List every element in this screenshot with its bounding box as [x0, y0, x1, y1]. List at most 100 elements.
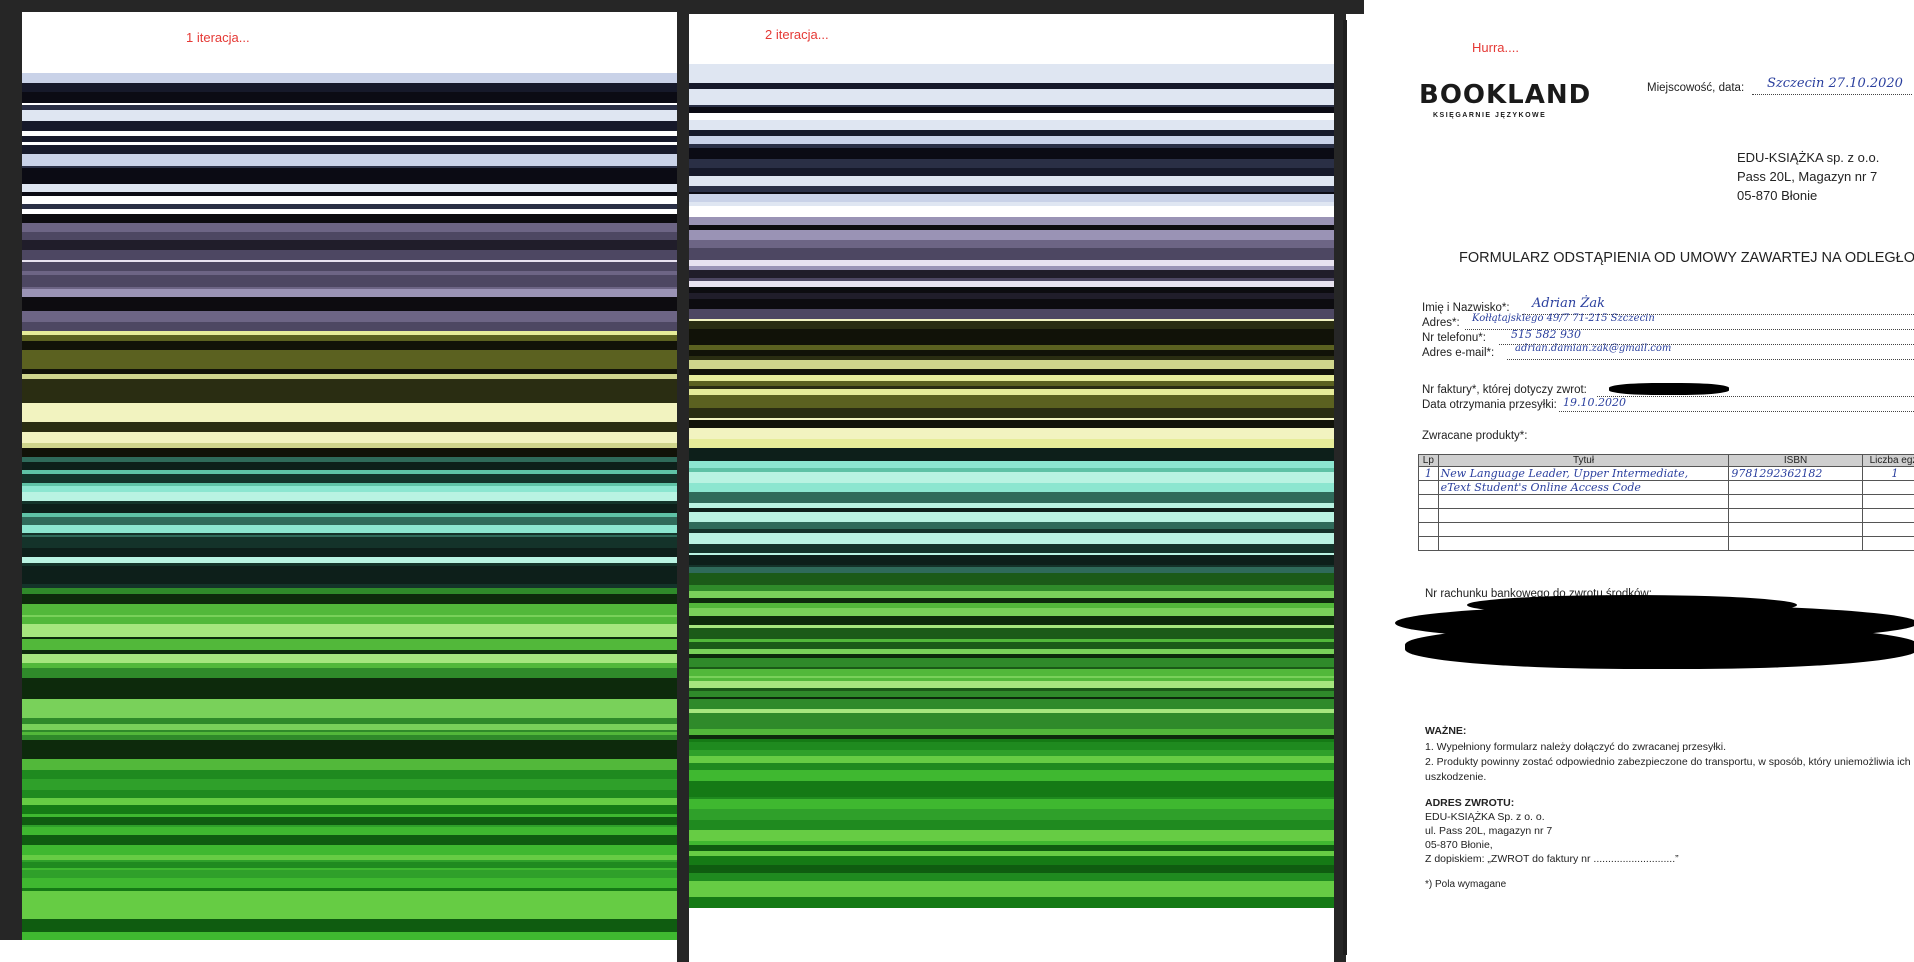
table-cell [1437, 494, 1730, 509]
table-row [1418, 494, 1914, 509]
glitch-stripe [22, 383, 677, 392]
glitch-stripe [689, 858, 1334, 865]
glitch-stripe [22, 142, 677, 145]
glitch-stripe [22, 350, 677, 359]
glitch-stripe [689, 654, 1334, 658]
glitch-stripe [689, 799, 1334, 809]
glitch-stripe [689, 739, 1334, 742]
glitch-stripe [22, 250, 677, 260]
glitch-stripe [22, 759, 677, 770]
invoice-label: Nr faktury*, której dotyczy zwrot: [1422, 384, 1587, 396]
glitch-stripe [22, 517, 677, 525]
glitch-stripe [689, 144, 1334, 148]
glitch-stripe [22, 732, 677, 735]
glitch-stripe [689, 797, 1334, 799]
table-cell: 9781292362182 [1728, 466, 1863, 481]
glitch-stripe [689, 461, 1334, 468]
glitch-stripe [689, 148, 1334, 159]
glitch-stripe [689, 105, 1334, 107]
glitch-stripe [22, 136, 677, 142]
table-row: 1 New Language Leader, Upper Intermediate… [1418, 466, 1914, 481]
glitch-stripe [689, 688, 1334, 691]
glitch-stripe [689, 230, 1334, 240]
glitch-stripe [22, 369, 677, 374]
glitch-stripe [689, 492, 1334, 503]
glitch-stripe [689, 667, 1334, 669]
glitch-stripe [689, 448, 1334, 450]
dark-backdrop-left [0, 0, 22, 940]
glitch-stripe [22, 891, 677, 901]
glitch-stripe [22, 668, 677, 678]
glitch-stripe [689, 369, 1334, 375]
glitch-stripe [22, 196, 677, 204]
table-cell [1418, 536, 1439, 551]
glitch-stripe [22, 289, 677, 297]
glitch-stripe [689, 809, 1334, 820]
glitch-stripe [22, 860, 677, 862]
glitch-stripe [689, 287, 1334, 293]
glitch-stripe [22, 110, 677, 121]
dark-backdrop-gap [677, 0, 689, 962]
glitch-stripe [22, 817, 677, 825]
glitch-stripe [22, 164, 677, 166]
glitch-stripe [689, 691, 1334, 697]
table-cell [1728, 494, 1863, 509]
glitch-stripe [689, 266, 1334, 270]
table-cell [1418, 522, 1439, 537]
glitch-stripe [22, 504, 677, 513]
glitch-stripe [22, 462, 677, 470]
table-row: eText Student's Online Access Code [1418, 480, 1914, 495]
glitch-stripe [22, 919, 677, 929]
company-street: Pass 20L, Magazyn nr 7 [1737, 169, 1878, 184]
glitch-stripe [689, 416, 1334, 418]
glitch-stripe [689, 321, 1334, 329]
glitch-stripe [689, 176, 1334, 186]
glitch-stripe [22, 311, 677, 322]
place-date-label: Miejscowość, data: [1647, 82, 1745, 94]
glitch-stripe [22, 574, 677, 584]
glitch-stripe [22, 548, 677, 557]
glitch-stripe [689, 329, 1334, 337]
glitch-stripe [22, 359, 677, 369]
glitch-stripe [22, 594, 677, 596]
glitch-stripe [689, 770, 1334, 781]
glitch-stripe [22, 145, 677, 154]
glitch-stripe [22, 154, 677, 164]
company-name: EDU-KSIĄŻKA sp. z o.o. [1737, 150, 1880, 165]
glitch-stripe [689, 107, 1334, 113]
glitch-stripe [22, 131, 677, 136]
glitch-stripe [689, 512, 1334, 522]
table-cell [1418, 494, 1439, 509]
glitch-stripe [689, 120, 1334, 130]
table-cell [1418, 508, 1439, 523]
glitch-stripe [689, 681, 1334, 688]
glitch-stripe [689, 293, 1334, 299]
form-title: FORMULARZ ODSTĄPIENIA OD UMOWY ZAWARTEJ … [1459, 250, 1914, 266]
glitch-stripe [689, 468, 1334, 472]
glitch-stripe [22, 535, 677, 537]
glitch-stripe [689, 194, 1334, 202]
glitch-stripe [689, 697, 1334, 699]
glitch-stripe [22, 297, 677, 306]
glitch-stripe [22, 392, 677, 403]
table-cell: 1 [1861, 466, 1914, 481]
table-cell: eText Student's Online Access Code [1437, 480, 1730, 495]
glitch-stripe [22, 835, 677, 845]
glitch-stripe [689, 168, 1334, 176]
glitch-stripe [22, 901, 677, 908]
email-label: Adres e-mail*: [1422, 347, 1495, 359]
bank-redaction-3 [1467, 595, 1797, 615]
iteration-1-label: 1 iteracja... [186, 30, 250, 45]
name-value: Adrian Żak [1532, 296, 1605, 311]
glitch-stripe [689, 356, 1334, 360]
glitch-stripe [22, 617, 677, 624]
glitch-stripe [22, 481, 677, 483]
glitch-stripe [22, 492, 677, 501]
glitch-stripe [689, 678, 1334, 681]
glitch-stripe [689, 642, 1334, 649]
glitch-stripe [689, 337, 1334, 345]
glitch-stripe [22, 287, 677, 289]
glitch-stripe [689, 159, 1334, 168]
glitch-stripe [22, 209, 677, 214]
table-cell [1861, 494, 1914, 509]
